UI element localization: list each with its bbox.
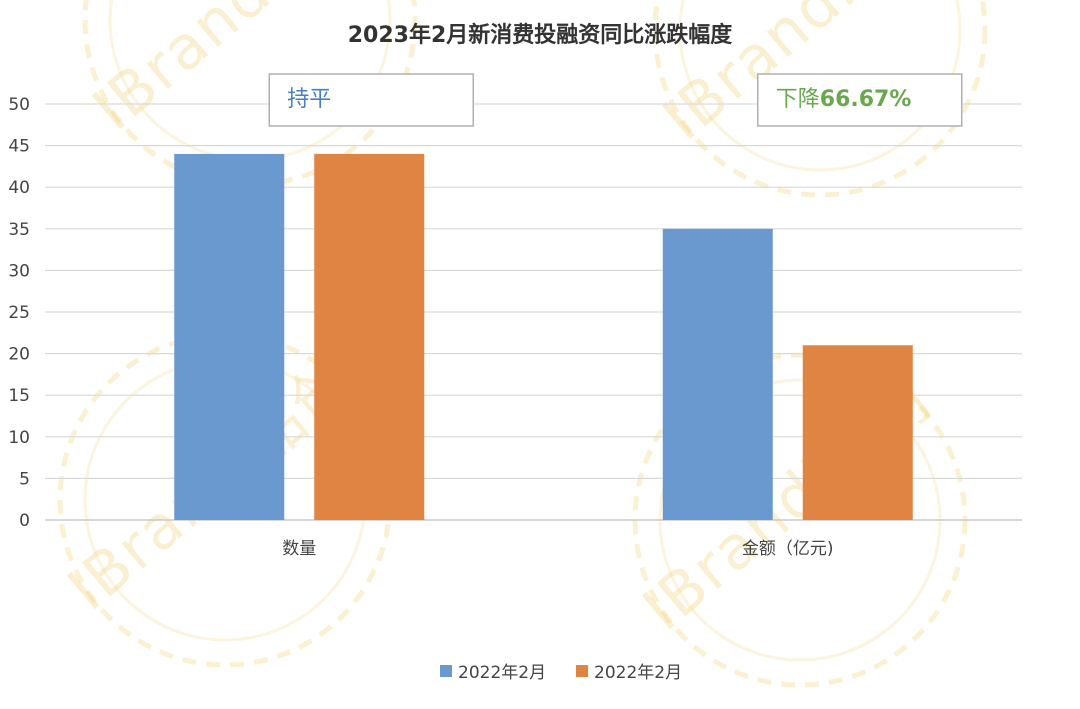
y-tick-label: 45 bbox=[8, 137, 30, 157]
bars bbox=[174, 153, 913, 521]
annotation-text: 持平 bbox=[287, 87, 331, 112]
annotations: 持平 下降66.67% bbox=[268, 73, 963, 127]
legend-swatch bbox=[576, 665, 588, 677]
x-axis: 数量 金额（亿元) bbox=[282, 539, 833, 559]
x-category-label: 金额（亿元) bbox=[742, 539, 834, 559]
x-category-label: 数量 bbox=[282, 539, 316, 559]
y-tick-label: 30 bbox=[8, 261, 30, 281]
legend-label: 2022年2月 bbox=[594, 663, 682, 683]
annotation-box bbox=[757, 73, 963, 127]
legend-swatch bbox=[440, 665, 452, 677]
y-tick-label: 20 bbox=[8, 345, 30, 365]
bar bbox=[174, 153, 285, 521]
bar bbox=[662, 228, 773, 521]
y-tick-label: 50 bbox=[8, 95, 30, 115]
y-tick-label: 0 bbox=[19, 511, 30, 531]
legend-label: 2022年2月 bbox=[458, 663, 546, 683]
chart-title: 2023年2月新消费投融资同比涨跌幅度 bbox=[348, 22, 734, 48]
watermark-ring bbox=[82, 0, 418, 188]
y-tick-label: 35 bbox=[8, 220, 30, 240]
watermark-ring-inner bbox=[678, 0, 962, 172]
y-tick-label: 40 bbox=[8, 178, 30, 198]
watermark-ring bbox=[652, 0, 988, 198]
annotation-box bbox=[268, 73, 474, 127]
y-tick-label: 10 bbox=[8, 428, 30, 448]
y-axis: 0 5 10 15 20 25 30 35 40 45 50 bbox=[8, 95, 30, 531]
bar bbox=[314, 153, 425, 521]
bar bbox=[802, 345, 913, 520]
y-tick-label: 25 bbox=[8, 303, 30, 323]
annotation-text: 下降66.67% bbox=[776, 87, 912, 112]
y-tick-label: 15 bbox=[8, 386, 30, 406]
legend: 2022年2月 2022年2月 bbox=[440, 663, 682, 683]
y-tick-label: 5 bbox=[19, 469, 30, 489]
